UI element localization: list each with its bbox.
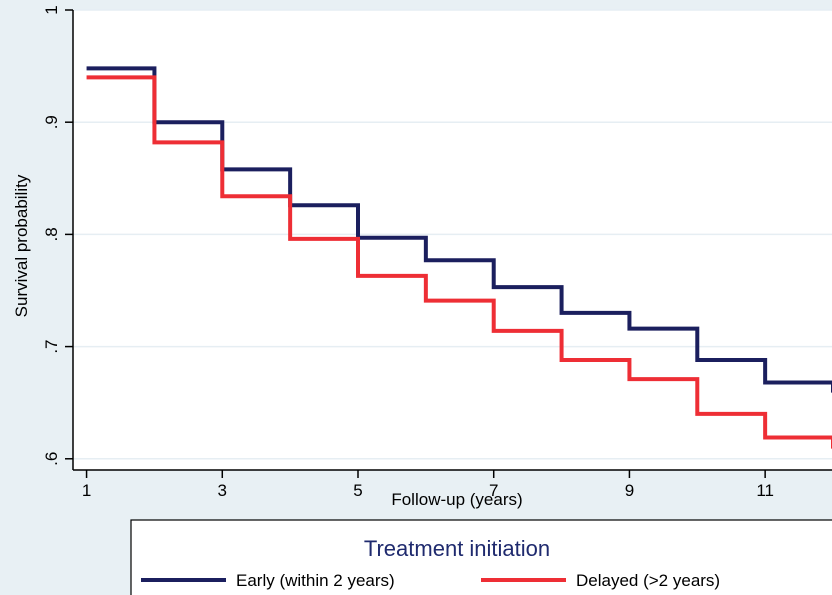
series-delayed-line (86, 75, 832, 449)
ticks: .6.7.8.911 3 5 7 9 11 (42, 5, 774, 500)
y-axis-title: Survival probability (12, 174, 31, 317)
x-tick-label: 5 (353, 481, 362, 500)
legend-label-early: Early (within 2 years) (236, 571, 395, 590)
axes (72, 10, 832, 471)
y-tick-label: .7 (42, 339, 61, 353)
plot-area (73, 10, 832, 470)
legend-title: Treatment initiation (364, 536, 550, 561)
y-tick-label: .9 (42, 115, 61, 129)
x-tick-label: 3 (218, 481, 227, 500)
x-axis-title: Follow-up (years) (391, 490, 522, 509)
y-tick-label: .8 (42, 227, 61, 241)
x-tick-label: 9 (625, 481, 634, 500)
y-tick-label: .6 (42, 452, 61, 466)
x-tick-label: 11 (756, 481, 774, 500)
legend-box (130, 519, 832, 595)
x-tick-label: 7 (489, 481, 498, 500)
y-tick-label: 1 (42, 5, 61, 14)
x-tick-label: 1 (82, 481, 91, 500)
legend-label-delayed: Delayed (>2 years) (576, 571, 720, 590)
series-lines (86, 66, 832, 449)
legend: Treatment initiation Early (within 2 yea… (130, 519, 832, 595)
